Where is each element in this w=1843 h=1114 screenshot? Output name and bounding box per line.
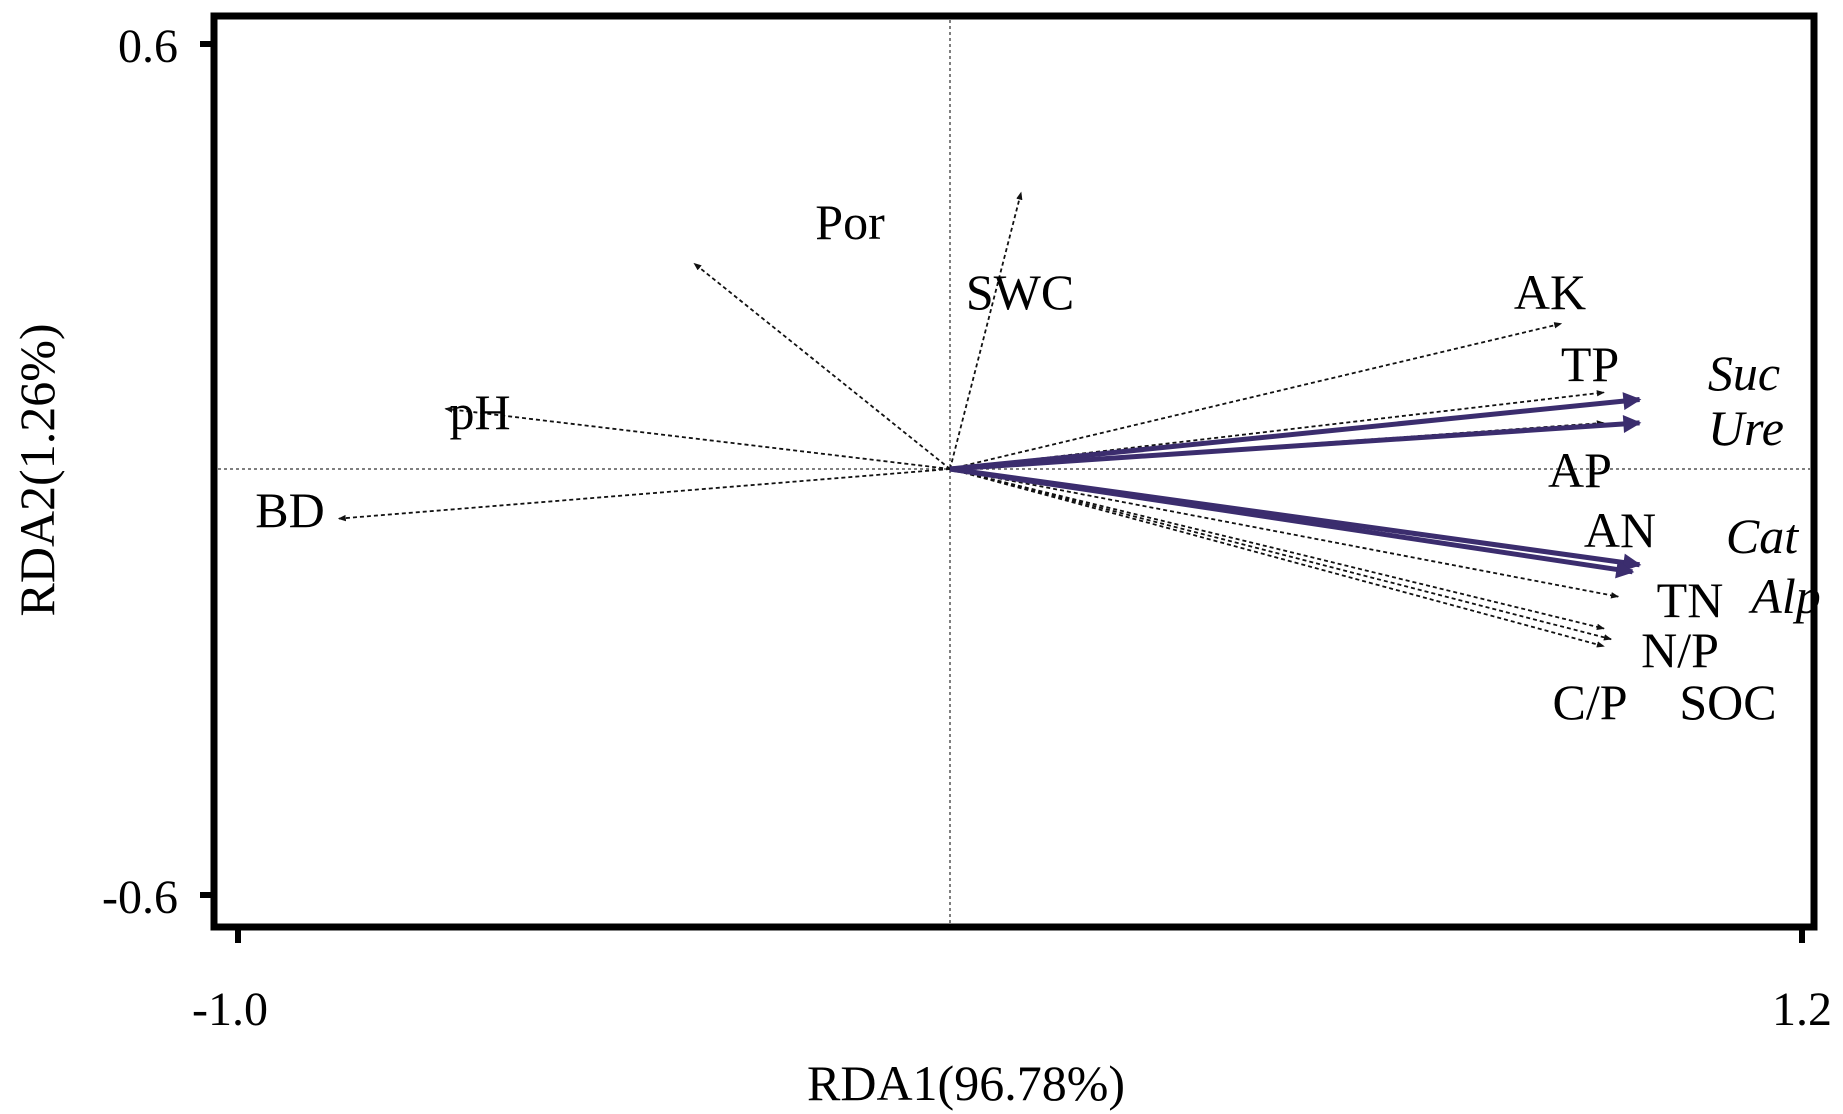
vector-ure [949,415,1642,472]
vector-label-ph: pH [449,384,510,440]
vector-label-bd: BD [255,482,324,538]
vector-n-p [949,468,1605,630]
vector-label-por: Por [815,194,885,250]
y-axis-title: RDA2(1.26%) [9,323,65,616]
vector-suc [949,392,1642,472]
vector-label-ak: AK [1514,264,1586,320]
plot-frame [210,12,1818,931]
vector-layer [337,191,1642,648]
vector-c-p [949,468,1605,648]
x-tick-label-right: 1.2 [1772,983,1832,1036]
vector-label-soc: SOC [1679,674,1776,730]
x-tick-label-left: -1.0 [192,983,268,1036]
vector-alp [949,466,1635,579]
vector-label-suc: Suc [1708,345,1780,401]
vector-label-tn: TN [1657,572,1724,628]
vector-label-n-p: N/P [1641,622,1719,678]
vector-tp [949,390,1605,470]
vector-label-swc: SWC [966,264,1074,320]
vector-label-c-p: C/P [1552,674,1627,730]
vector-label-alp: Alp [1748,568,1820,624]
vector-label-cat: Cat [1726,508,1799,564]
y-tick-label-bottom: -0.6 [102,871,178,924]
vector-tn [949,468,1620,599]
vector-swc [949,191,1023,470]
vector-soc [949,468,1612,641]
vector-ph [444,406,951,470]
x-axis-title: RDA1(96.78%) [807,1055,1125,1111]
vector-bd [337,468,951,522]
vector-label-ap: AP [1548,442,1612,498]
y-tick-label-top: 0.6 [118,20,178,73]
vector-label-ure: Ure [1708,400,1784,456]
vector-por [693,262,951,470]
vector-label-an: AN [1584,502,1656,558]
vector-label-tp: TP [1561,336,1619,392]
